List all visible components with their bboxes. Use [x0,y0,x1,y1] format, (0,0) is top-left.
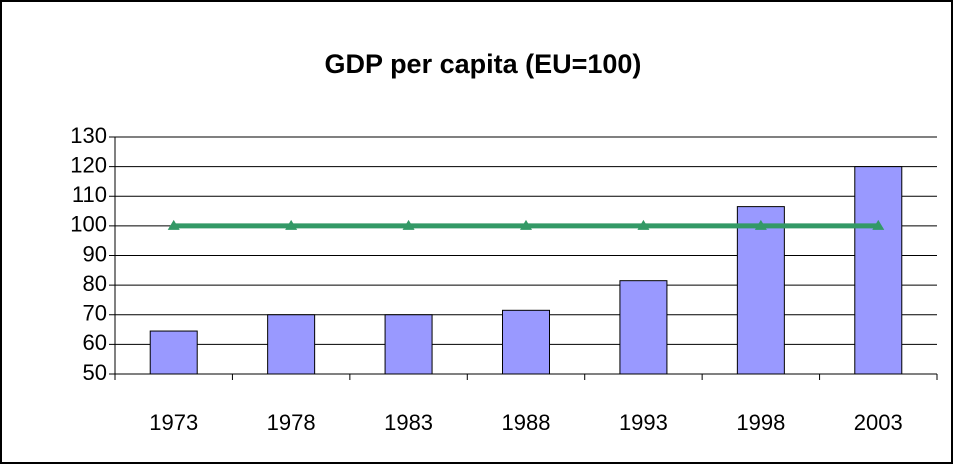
x-tick-label: 1973 [149,410,198,435]
y-tick-label: 100 [70,212,107,237]
line-marker [637,219,650,230]
x-tick-label: 1988 [502,410,551,435]
line-marker [167,219,180,230]
bar [149,330,198,375]
y-tick-label: 80 [83,271,107,296]
x-tick-label: 1983 [384,410,433,435]
x-tick-label: 1998 [736,410,785,435]
y-tick-label: 120 [70,152,107,177]
y-tick-label: 50 [83,360,107,385]
chart-title: GDP per capita (EU=100) [325,49,642,79]
bar [502,309,550,375]
bar [384,314,433,375]
line-marker [402,219,415,230]
x-tick-label: 1978 [267,410,316,435]
bar [267,314,316,375]
x-tick-label: 1993 [619,410,668,435]
y-tick-label: 110 [72,182,107,207]
line-marker [754,219,767,230]
y-tick-label: 130 [70,123,107,148]
bar [854,166,903,375]
line-marker [520,219,532,230]
x-tick-label: 2003 [854,410,903,435]
line-marker [285,219,298,230]
y-tick-label: 70 [83,301,107,326]
y-tick-label: 90 [83,241,107,266]
bar [619,280,668,375]
line-marker [872,219,885,230]
y-tick-label: 60 [83,330,107,355]
bar [736,206,785,375]
